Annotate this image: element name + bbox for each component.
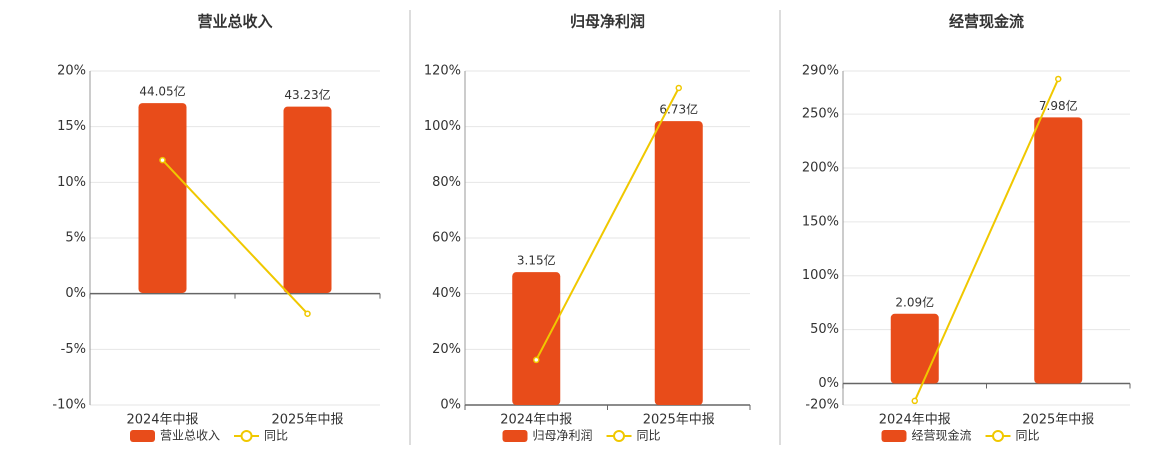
legend-swatch — [613, 430, 626, 442]
y-tick-label: 0% — [818, 376, 839, 391]
line — [161, 159, 309, 315]
y-tick-label: 290% — [802, 64, 839, 79]
y-tick-label: 120% — [424, 64, 461, 79]
bar — [890, 313, 939, 384]
bar — [283, 106, 332, 293]
y-tick-label: 80% — [432, 175, 461, 190]
bar — [1034, 117, 1083, 384]
legend-swatch — [240, 430, 253, 442]
point — [159, 156, 166, 164]
y-tick-label: 100% — [802, 268, 839, 283]
line — [535, 87, 680, 361]
y-tick-label: 0% — [65, 286, 86, 301]
line — [913, 78, 1060, 402]
value-label: 43.23亿 — [284, 87, 330, 102]
point — [911, 397, 918, 405]
value-label: 44.05亿 — [139, 84, 185, 99]
y-tick-label: 20% — [57, 64, 86, 79]
legend-swatch — [502, 430, 528, 442]
y-tick-label: 15% — [57, 119, 86, 134]
y-tick-label: 60% — [432, 231, 461, 246]
y-tick-label: 0% — [440, 398, 461, 413]
bar — [654, 121, 703, 406]
x-tick-label: 2025年中报 — [271, 413, 343, 428]
chart-title: 营业总收入 — [197, 13, 272, 31]
y-tick-label: 50% — [810, 322, 839, 337]
y-tick-label: -5% — [61, 342, 86, 357]
legend-label: 同比 — [264, 429, 288, 443]
x-tick-label: 2025年中报 — [1022, 413, 1094, 428]
point — [1055, 75, 1062, 83]
legend-label: 归母净利润 — [533, 429, 593, 443]
y-tick-label: 150% — [802, 214, 839, 229]
y-tick-label: 250% — [802, 107, 839, 122]
y-tick-label: 5% — [65, 231, 86, 246]
value-label: 2.09亿 — [895, 294, 934, 309]
x-tick-label: 2025年中报 — [643, 413, 715, 428]
bar — [138, 103, 187, 293]
legend-swatch — [881, 430, 907, 442]
x-tick-label: 2024年中报 — [126, 413, 198, 428]
legend-swatch — [130, 430, 155, 442]
legend-label: 同比 — [637, 429, 661, 443]
x-tick-label: 2024年中报 — [879, 413, 951, 428]
y-tick-label: -10% — [52, 398, 86, 413]
y-tick-label: 40% — [432, 286, 461, 301]
x-tick-label: 2024年中报 — [500, 413, 572, 428]
chart-title: 经营现金流 — [949, 13, 1024, 31]
y-tick-label: 10% — [57, 175, 86, 190]
legend-label: 营业总收入 — [160, 429, 220, 443]
y-tick-label: 20% — [432, 342, 461, 357]
legend-label: 经营现金流 — [912, 428, 972, 443]
bar — [512, 272, 561, 405]
y-tick-label: 100% — [424, 119, 461, 134]
legend-label: 同比 — [1016, 429, 1040, 443]
y-tick-label: -20% — [805, 398, 839, 413]
point — [675, 84, 682, 92]
legend-swatch — [992, 430, 1005, 442]
point — [533, 356, 540, 364]
point — [304, 310, 311, 317]
chart-title: 归母净利润 — [570, 13, 645, 31]
y-tick-label: 200% — [802, 160, 839, 175]
value-label: 3.15亿 — [517, 253, 556, 268]
